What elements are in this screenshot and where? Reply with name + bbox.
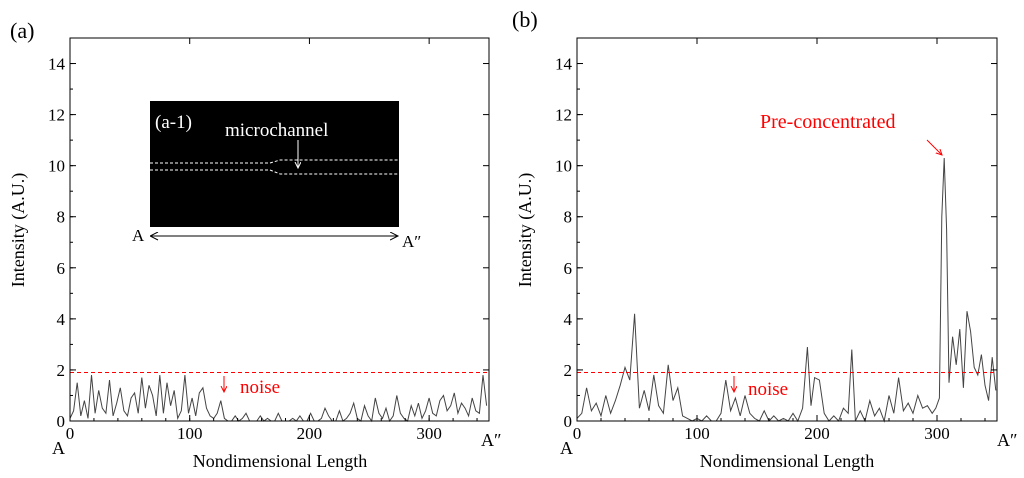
panel-a-x-axis-title: Nondimensional Length	[193, 451, 367, 471]
panel-b-y-tick-label: 8	[564, 208, 573, 227]
panel-a-x-tick-label: 200	[297, 424, 323, 443]
panel-b-x-tick-label: 200	[804, 424, 830, 443]
panel-a-start-label: A	[52, 438, 65, 458]
panel-a-x-tick-label: 300	[416, 424, 442, 443]
panel-a-y-tick-label: 12	[48, 106, 65, 125]
inset-label: (a-1)	[155, 112, 192, 133]
panel-b-y-tick-label: 10	[555, 157, 572, 176]
panel-a-ticks: 0 100 200 300 0 2 4 6 8 10 12 14	[48, 37, 489, 443]
panel-a-y-tick-label: 10	[48, 157, 65, 176]
panel-a-y-tick-label: 6	[57, 259, 66, 278]
panel-a-series-line-0	[69, 374, 488, 423]
panel-b-x-tick-label: 100	[684, 424, 710, 443]
panel-b-y-tick-label: 0	[564, 412, 573, 431]
panel-a-y-axis-title: Intensity (A.U.)	[8, 173, 29, 287]
panel-b: (b) 0 100 200 300 0 2 4 6 8 10 12 14 Nondimensional…	[512, 7, 1018, 471]
panel-a-y-tick-label: 0	[57, 412, 66, 431]
panel-b-y-tick-label: 14	[555, 55, 573, 74]
peak-annotation-arrow	[926, 139, 942, 155]
panel-b-y-tick-label: 2	[564, 361, 573, 380]
panel-b-x-tick-label: 0	[573, 424, 582, 443]
panel-b-ticks: 0 100 200 300 0 2 4 6 8 10 12 14	[555, 37, 997, 443]
panel-b-y-axis-title: Intensity (A.U.)	[515, 173, 536, 287]
panel-a-x-tick-label: 100	[177, 424, 203, 443]
panel-a-y-tick-label: 8	[57, 208, 66, 227]
inset-span-end: A″	[402, 232, 421, 251]
panel-a-marks	[69, 371, 489, 423]
inset-annotation: microchannel	[225, 120, 328, 141]
panel-a-y-tick-label: 14	[48, 55, 66, 74]
inset-a-1: (a-1) microchannel A A″	[132, 101, 421, 251]
panel-b-x-axis-title: Nondimensional Length	[700, 451, 874, 471]
panel-b-y-tick-label: 6	[564, 259, 573, 278]
panel-a-noise-label: noise	[240, 377, 280, 398]
panel-a-y-tick-label: 4	[57, 310, 66, 329]
panel-b-y-tick-label: 12	[555, 106, 572, 125]
panel-b-marks	[576, 157, 997, 423]
panel-a-label: (a)	[10, 18, 34, 43]
panel-b-x-tick-label: 300	[924, 424, 950, 443]
panel-a: (a) 0 100 200 300 0 2 4 6 8 10 12 14 Nondimensional…	[8, 18, 502, 471]
inset-image	[150, 101, 399, 227]
panel-a-x-tick-label: 0	[66, 424, 75, 443]
panel-b-plot-frame	[576, 37, 998, 422]
inset-span-start: A	[132, 226, 145, 245]
panel-b-noise-label: noise	[748, 379, 788, 400]
panel-b-end-label: A″	[997, 430, 1018, 450]
panel-a-plot-frame	[69, 37, 490, 422]
panel-b-y-tick-label: 4	[564, 310, 573, 329]
panel-b-start-label: A	[560, 438, 573, 458]
peak-annotation-label: Pre-concentrated	[760, 111, 895, 133]
panel-b-label: (b)	[512, 7, 538, 32]
inset-channel-outline	[150, 159, 399, 175]
panel-a-end-label: A″	[481, 430, 502, 450]
panel-a-y-tick-label: 2	[57, 361, 66, 380]
panel-b-series-line-0	[576, 157, 997, 423]
